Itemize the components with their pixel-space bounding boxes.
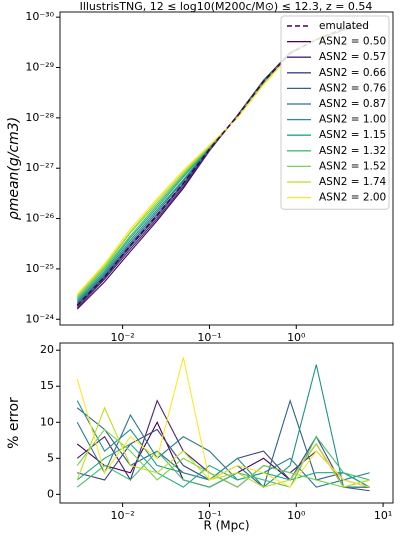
y-tick-label: 5 — [47, 451, 54, 464]
y-tick-label: 10⁻³⁰ — [25, 10, 54, 23]
x-axis-label: R (Mpc) — [203, 519, 249, 533]
x-tick-label: 10⁻¹ — [197, 331, 221, 344]
x-tick-label: 10⁻² — [111, 509, 135, 522]
y-tick-label: 10⁻²⁹ — [25, 61, 54, 74]
axes-frame — [59, 342, 394, 504]
legend-label: emulated — [319, 20, 369, 32]
legend-label: ASN2 = 1.74 — [319, 176, 387, 188]
series-line — [76, 357, 370, 488]
x-tick-label: 10⁰ — [287, 509, 306, 522]
x-tick-label: 10¹ — [374, 509, 392, 522]
y-tick-label: 10 — [40, 415, 54, 428]
series-line — [76, 406, 370, 488]
series-line — [76, 428, 370, 488]
chart-title: IllustrisTNG, 12 ≤ log10(M200c/M⊙) ≤ 12.… — [80, 0, 373, 13]
legend-label: ASN2 = 0.66 — [319, 67, 387, 79]
y-tick-label: 20 — [40, 343, 54, 356]
legend-label: ASN2 = 1.32 — [319, 145, 386, 157]
legend-label: ASN2 = 0.87 — [319, 98, 386, 110]
legend-label: ASN2 = 0.76 — [319, 82, 387, 94]
series-line — [77, 428, 370, 492]
series-line — [76, 413, 370, 488]
legend-label: ASN2 = 1.52 — [319, 160, 386, 172]
y-axis-label: ρmean(g/cm3) — [6, 117, 22, 220]
plot-lines — [76, 357, 370, 492]
x-tick-label: 10⁻² — [111, 331, 135, 344]
y-tick-label: 10⁻²⁵ — [25, 262, 54, 275]
legend-box — [280, 15, 390, 210]
legend-label: ASN2 = 0.57 — [319, 51, 386, 63]
y-tick-label: 15 — [40, 379, 54, 392]
legend-label: ASN2 = 0.50 — [319, 36, 386, 48]
legend-label: ASN2 = 1.00 — [319, 114, 386, 126]
y-tick-label: 10⁻²⁶ — [25, 212, 54, 225]
y-tick-label: 0 — [47, 487, 54, 500]
y-tick-label: 10⁻²⁴ — [25, 312, 54, 325]
y-tick-label: 10⁻²⁷ — [25, 161, 54, 174]
series-line — [76, 364, 370, 488]
legend-label: ASN2 = 2.00 — [319, 192, 386, 204]
y-tick-label: 10⁻²⁸ — [25, 111, 54, 124]
x-tick-label: 10⁻¹ — [197, 509, 221, 522]
y-axis-label: % error — [6, 397, 22, 449]
x-tick-label: 10⁰ — [287, 331, 306, 344]
legend-label: ASN2 = 1.15 — [319, 129, 386, 141]
